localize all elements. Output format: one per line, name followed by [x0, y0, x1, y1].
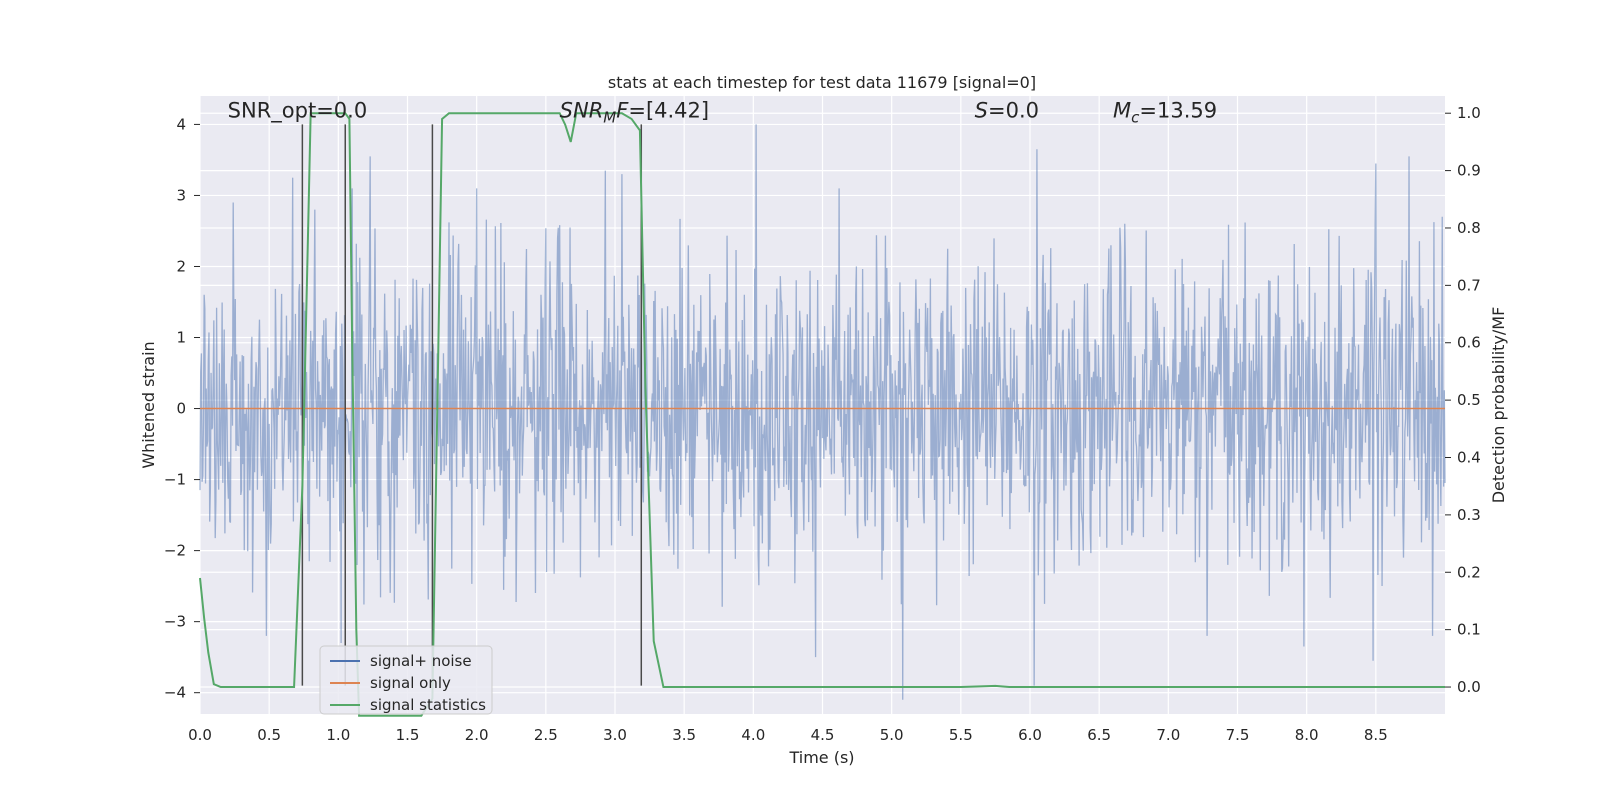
y2-tick-label: 0.9 — [1457, 162, 1481, 180]
signal-statistics-line — [199, 112, 1445, 717]
x-tick-label: 8.0 — [1295, 726, 1319, 744]
y2-tick-label: 0.7 — [1457, 276, 1481, 294]
signal-statistics-series — [199, 112, 1445, 717]
y2-axis-ticks: 1.0 0.9 0.8 0.7 0.6 0.5 0.4 0.3 0.2 0.1 0.0 — [1445, 104, 1481, 696]
y2-tick-label: 0.6 — [1457, 334, 1481, 352]
x-tick-label: 1.5 — [396, 726, 420, 744]
y2-tick-label: 0.5 — [1457, 391, 1481, 409]
annotation-text: Mc=13.59 — [1113, 98, 1217, 126]
legend-box — [319, 645, 493, 715]
y-tick-label: 0 — [176, 400, 186, 418]
annotations: SNR_opt=0.0 SNRMF=[4.42] S=0.0 Mc=13.59 — [228, 98, 1217, 126]
y-tick-label: −4 — [164, 684, 186, 702]
y2-tick-label: 0.0 — [1457, 678, 1481, 696]
vertical-markers — [301, 124, 643, 686]
y-tick-label: 3 — [176, 186, 186, 204]
x-tick-label: 5.0 — [880, 726, 904, 744]
y-tick-label: 1 — [176, 329, 186, 347]
y-tick-label: 2 — [176, 257, 186, 275]
x-tick-label: 3.0 — [603, 726, 627, 744]
x-tick-label: 1.0 — [326, 726, 350, 744]
x-tick-label: 3.5 — [672, 726, 696, 744]
x-axis-ticks: 0.0 0.5 1.0 1.5 2.0 2.5 3.0 3.5 4.0 4.5 5.0 5.5 6.0 6… — [188, 726, 1388, 744]
x-tick-label: 0.0 — [188, 726, 212, 744]
x-tick-label: 2.0 — [465, 726, 489, 744]
x-tick-label: 7.0 — [1156, 726, 1180, 744]
legend-label: signal only — [370, 674, 451, 692]
y-tick-label: −2 — [164, 542, 186, 560]
y2-axis-label: Detection probability/MF — [1489, 307, 1508, 504]
chart-title: stats at each timestep for test data 116… — [608, 73, 1036, 92]
annotation-text: SNR_opt=0.0 — [228, 98, 368, 123]
x-tick-label: 0.5 — [257, 726, 281, 744]
signal-plus-noise-series — [199, 124, 1446, 700]
annotation-text: S=0.0 — [975, 98, 1039, 122]
y2-tick-label: 0.2 — [1457, 563, 1481, 581]
signal-plus-noise-line — [199, 124, 1446, 700]
y2-tick-label: 0.3 — [1457, 506, 1481, 524]
x-tick-label: 2.5 — [534, 726, 558, 744]
x-tick-label: 4.0 — [741, 726, 765, 744]
y2-tick-label: 0.8 — [1457, 219, 1481, 237]
legend-label: signal+ noise — [370, 652, 472, 670]
y-tick-label: 4 — [176, 115, 186, 133]
annotation-text: SNRMF=[4.42] — [560, 98, 709, 126]
y-tick-label: −1 — [164, 471, 186, 489]
x-axis-label: Time (s) — [788, 748, 854, 767]
x-tick-label: 4.5 — [811, 726, 835, 744]
legend-label: signal statistics — [370, 696, 486, 714]
x-tick-label: 5.5 — [949, 726, 973, 744]
y2-tick-label: 0.4 — [1457, 449, 1481, 467]
x-tick-label: 6.0 — [1018, 726, 1042, 744]
y-tick-label: −3 — [164, 613, 186, 631]
x-tick-label: 8.5 — [1364, 726, 1388, 744]
y2-tick-label: 0.1 — [1457, 621, 1481, 639]
y-axis-ticks: 4 3 2 1 0 −1 −2 −3 −4 — [164, 115, 200, 702]
x-tick-label: 7.5 — [1226, 726, 1250, 744]
legend: signal+ noise signal only signal statistic… — [319, 645, 493, 715]
x-tick-label: 6.5 — [1087, 726, 1111, 744]
y-axis-label: Whitened strain — [139, 341, 158, 468]
y2-tick-label: 1.0 — [1457, 104, 1481, 122]
